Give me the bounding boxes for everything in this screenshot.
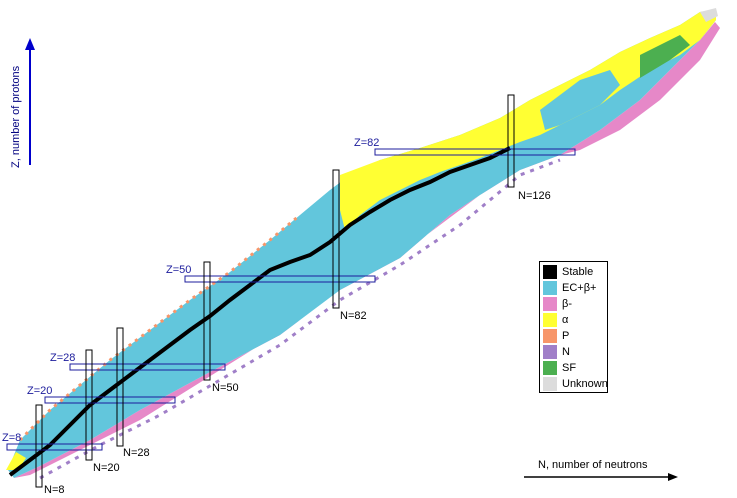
- z-axis-label: Z, number of protons: [10, 65, 22, 168]
- magic-z20-box: [44, 396, 176, 404]
- magic-n82-box: [332, 169, 340, 309]
- legend-item-stable: Stable: [543, 265, 607, 279]
- magic-z8-label: Z=8: [2, 432, 21, 444]
- legend-label-unknown: Unknown: [562, 378, 608, 390]
- magic-z82-box: [374, 148, 576, 156]
- legend: Stable EC+β+ β- α P N SF Unknown: [539, 261, 608, 393]
- ec-island-heavy: [540, 70, 620, 130]
- legend-label-stable: Stable: [562, 266, 594, 278]
- magic-n8-box: [35, 404, 43, 488]
- legend-item-alpha: α: [543, 313, 607, 327]
- magic-n82-label: N=82: [340, 310, 367, 322]
- n-axis-arrowhead: [668, 473, 678, 481]
- legend-swatch-sf: [543, 361, 557, 375]
- legend-label-ec: EC+β+: [562, 282, 597, 294]
- magic-n50-box: [203, 261, 211, 381]
- magic-n126-label: N=126: [518, 190, 551, 202]
- magic-z28-label: Z=28: [50, 352, 75, 364]
- unknown-region: [700, 8, 718, 22]
- legend-swatch-stable: [543, 265, 557, 279]
- n-axis-label: N, number of neutrons: [538, 459, 648, 471]
- magic-z20-label: Z=20: [27, 385, 52, 397]
- magic-z50-label: Z=50: [166, 264, 191, 276]
- magic-n28-box: [116, 327, 124, 447]
- magic-z50-box: [184, 275, 376, 283]
- sf-region: [640, 35, 690, 78]
- magic-z28-box: [69, 363, 226, 371]
- magic-n20-label: N=20: [93, 462, 120, 474]
- magic-n8-label: N=8: [44, 484, 65, 496]
- legend-item-n: N: [543, 345, 607, 359]
- magic-z82-label: Z=82: [354, 137, 379, 149]
- legend-item-unknown: Unknown: [543, 377, 608, 391]
- magic-n50-label: N=50: [212, 382, 239, 394]
- proton-edge: [18, 213, 301, 442]
- legend-label-p: P: [562, 330, 570, 342]
- legend-swatch-alpha: [543, 313, 557, 327]
- legend-swatch-beta-minus: [543, 297, 557, 311]
- magic-n126-box: [507, 94, 515, 188]
- legend-swatch-ec: [543, 281, 557, 295]
- legend-label-beta-minus: β-: [562, 298, 572, 310]
- legend-item-sf: SF: [543, 361, 607, 375]
- legend-swatch-p: [543, 329, 557, 343]
- magic-n20-box: [85, 349, 93, 461]
- z-axis-arrowhead: [25, 38, 35, 50]
- legend-item-beta-minus: β-: [543, 297, 607, 311]
- legend-label-sf: SF: [562, 362, 577, 374]
- legend-label-alpha: α: [562, 314, 569, 326]
- neutron-edge: [39, 158, 561, 480]
- magic-z8-box: [6, 443, 103, 451]
- magic-n28-label: N=28: [123, 447, 150, 459]
- legend-swatch-n: [543, 345, 557, 359]
- alpha-region: [340, 10, 716, 230]
- legend-swatch-unknown: [543, 377, 557, 391]
- legend-item-ec: EC+β+: [543, 281, 607, 295]
- legend-label-n: N: [562, 346, 570, 358]
- legend-item-p: P: [543, 329, 607, 343]
